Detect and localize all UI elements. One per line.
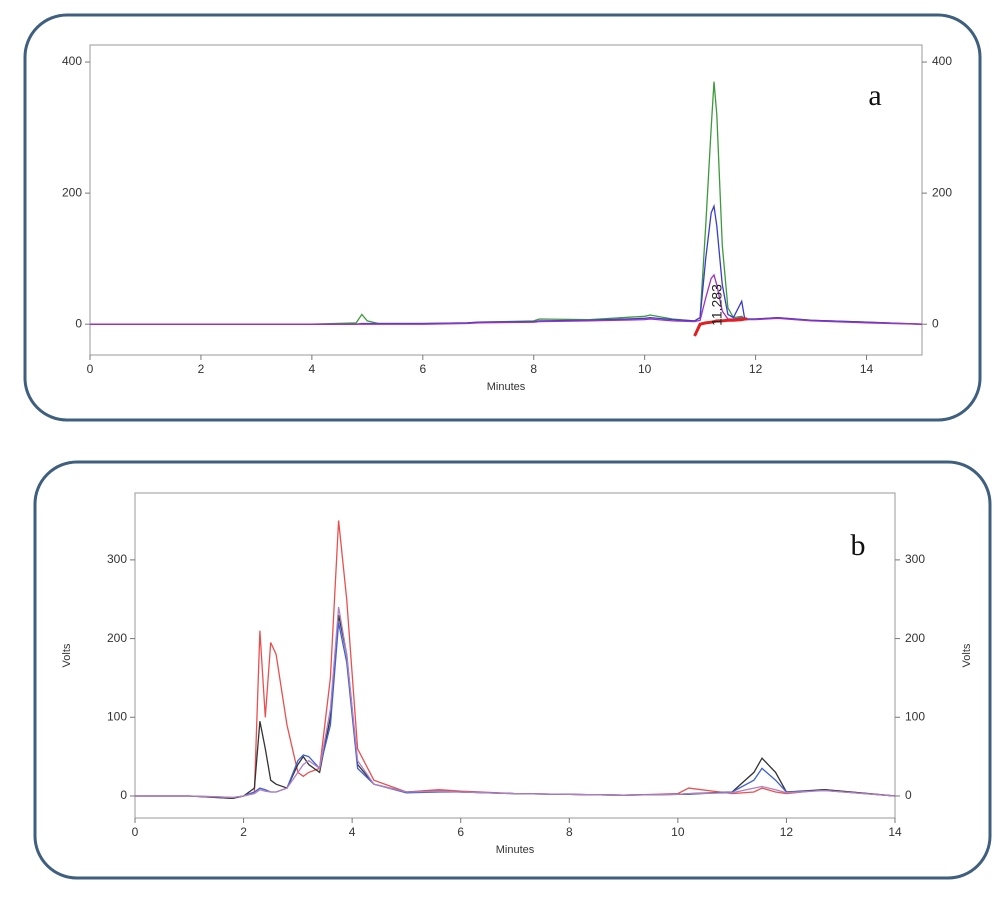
x-tick-label: 10 [671, 825, 685, 839]
y-tick-label: 300 [107, 552, 127, 566]
x-tick-label: 4 [309, 362, 316, 376]
y-tick-label: 100 [107, 709, 127, 723]
y-tick-label: 400 [62, 54, 82, 68]
y2-tick-label: 200 [932, 185, 952, 199]
plot-area [89, 44, 923, 356]
y-tick-label: 0 [75, 316, 82, 330]
x-tick-label: 8 [530, 362, 537, 376]
y2-tick-label: 300 [905, 552, 925, 566]
series-line [135, 606, 896, 799]
panel-label: b [851, 529, 866, 562]
y2-tick-label: 400 [932, 54, 952, 68]
x-tick-label: 0 [87, 362, 94, 376]
x-tick-label: 4 [349, 825, 356, 839]
series-line [693, 317, 748, 337]
x-tick-label: 6 [457, 825, 464, 839]
panel-label: a [868, 79, 881, 112]
x-tick-label: 12 [780, 825, 794, 839]
y-tick-label: 200 [62, 185, 82, 199]
y2-tick-label: 100 [905, 709, 925, 723]
series-line [135, 520, 896, 799]
x-axis-label: Minutes [496, 844, 535, 856]
y2-tick-label: 0 [932, 316, 939, 330]
x-tick-label: 6 [419, 362, 426, 376]
x-tick-label: 0 [132, 825, 139, 839]
x-axis-label: Minutes [487, 381, 526, 393]
x-tick-label: 2 [240, 825, 247, 839]
peak-label: 11.283 [709, 284, 725, 326]
x-tick-label: 2 [198, 362, 205, 376]
x-tick-label: 14 [860, 362, 874, 376]
y-tick-label: 200 [107, 631, 127, 645]
x-tick-label: 10 [638, 362, 652, 376]
plot-area [134, 492, 896, 819]
x-tick-label: 8 [566, 825, 573, 839]
y2-tick-label: 0 [905, 788, 912, 802]
x-tick-label: 14 [888, 825, 902, 839]
series-line [135, 622, 896, 799]
y2-axis-label: Volts [961, 643, 973, 667]
panel-frame [33, 460, 992, 880]
y2-tick-label: 200 [905, 631, 925, 645]
y-tick-label: 0 [120, 788, 127, 802]
panel-frame [23, 13, 982, 422]
x-tick-label: 12 [749, 362, 763, 376]
y-axis-label: Volts [61, 643, 73, 667]
